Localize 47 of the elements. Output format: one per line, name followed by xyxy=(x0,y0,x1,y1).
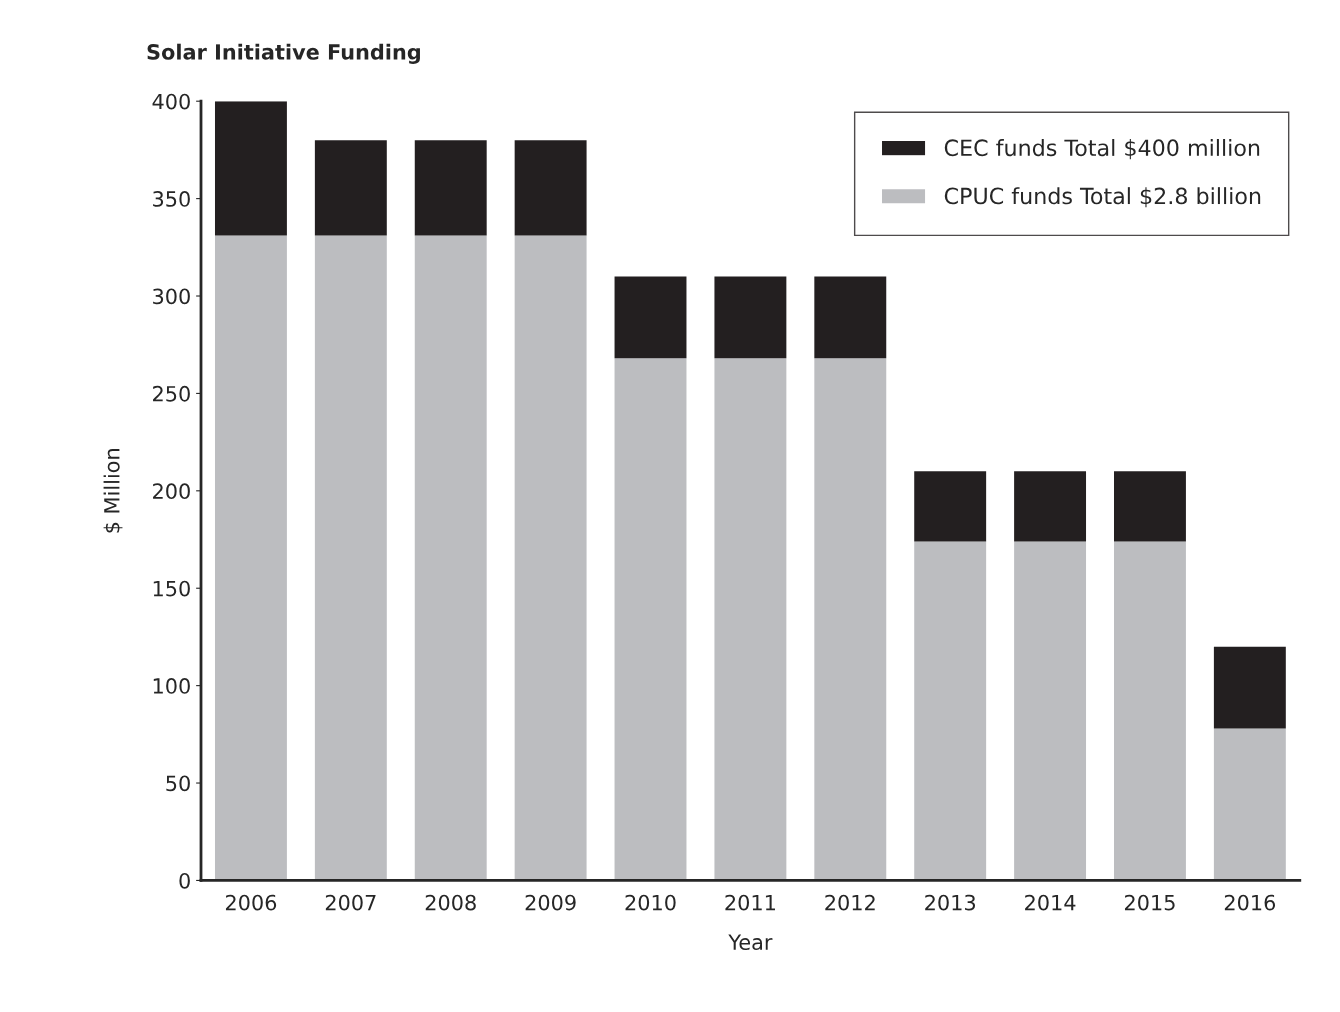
y-tick-label: 100 xyxy=(153,678,190,694)
y-tick-label: 250 xyxy=(153,385,190,402)
x-tick-label: 2010 xyxy=(625,894,676,911)
bar xyxy=(514,140,587,236)
x-axis-title: Year xyxy=(728,934,773,951)
x-tick-label: 2016 xyxy=(1224,894,1276,911)
bar xyxy=(914,541,987,881)
x-tick-label: 2015 xyxy=(1124,894,1175,911)
y-tick-label: 350 xyxy=(153,191,190,207)
bar xyxy=(514,235,587,881)
x-tick-label: 2009 xyxy=(525,894,576,911)
bar xyxy=(714,276,787,359)
y-tick-label: 0 xyxy=(179,872,190,889)
y-tick-label: 50 xyxy=(166,775,190,792)
bar xyxy=(214,101,287,236)
chart-title: Solar Initiative Funding xyxy=(147,43,420,65)
y-axis-title: $ Million xyxy=(103,449,123,533)
bar xyxy=(214,235,287,881)
y-tick-label: 200 xyxy=(153,483,190,500)
bar xyxy=(1213,646,1286,729)
bar xyxy=(1114,471,1186,542)
bar xyxy=(1213,728,1286,881)
bar xyxy=(314,235,387,881)
legend-label: CPUC funds Total $2.8 billion xyxy=(944,187,1261,208)
y-tick-label: 150 xyxy=(153,580,190,597)
y-tick-label: 300 xyxy=(153,288,190,305)
x-tick-label: 2006 xyxy=(225,894,277,911)
x-tick-label: 2011 xyxy=(725,894,775,911)
x-tick-label: 2008 xyxy=(425,894,476,911)
bar xyxy=(814,276,887,359)
bar xyxy=(1014,541,1087,881)
x-tick-label: 2014 xyxy=(1025,894,1076,911)
y-tick-label: 400 xyxy=(152,93,190,110)
bar xyxy=(1014,471,1087,542)
x-tick-label: 2012 xyxy=(825,894,875,911)
bar xyxy=(814,358,887,881)
x-tick-label: 2013 xyxy=(925,894,976,911)
bar xyxy=(414,235,487,881)
x-tick-label: 2007 xyxy=(325,894,376,911)
bar xyxy=(1114,541,1186,881)
bar xyxy=(614,358,687,881)
bar xyxy=(314,140,387,236)
bar xyxy=(914,471,987,542)
bar xyxy=(714,358,787,881)
bar xyxy=(414,140,487,236)
bar xyxy=(614,276,687,359)
legend-label: CEC funds Total $400 million xyxy=(944,138,1260,160)
